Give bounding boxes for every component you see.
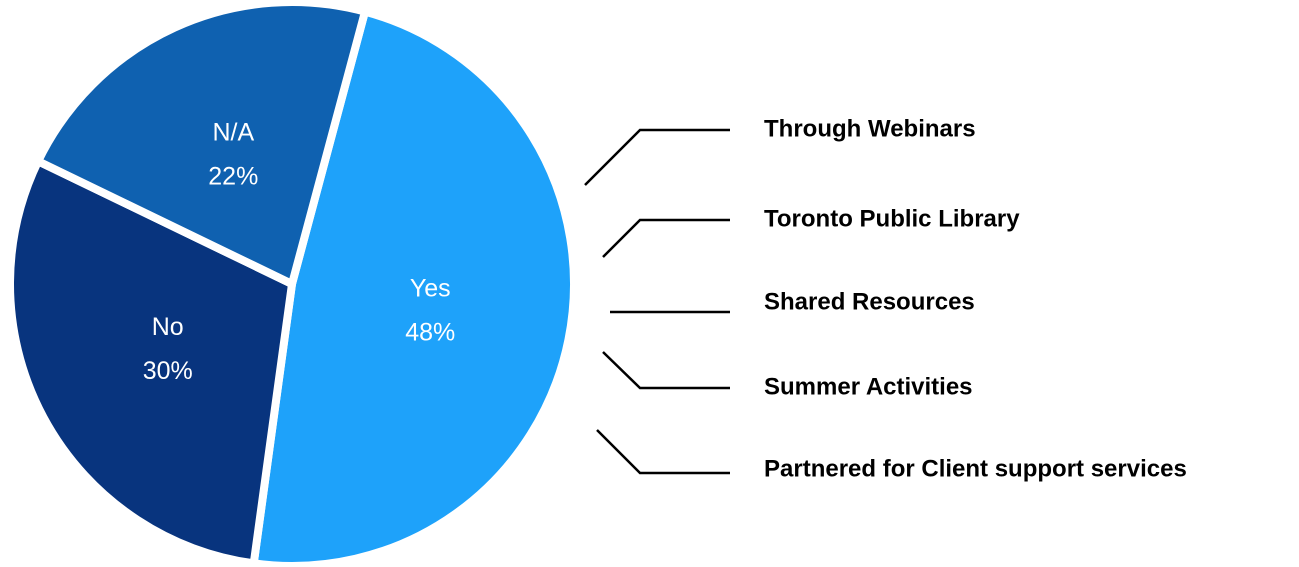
callout-line bbox=[584, 128, 730, 186]
slice-value: 48% bbox=[405, 318, 455, 346]
callout-line bbox=[596, 429, 730, 475]
slice-category: N/A bbox=[212, 118, 254, 146]
callout-line bbox=[602, 218, 730, 258]
annotation: Through Webinars bbox=[764, 115, 976, 142]
annotation: Shared Resources bbox=[764, 288, 975, 315]
annotation: Partnered for Client support services bbox=[764, 455, 1187, 482]
pie-slice bbox=[249, 7, 578, 567]
callout-line bbox=[602, 351, 730, 390]
slice-value: 22% bbox=[208, 162, 258, 190]
slice-category: Yes bbox=[410, 274, 451, 302]
annotation: Toronto Public Library bbox=[764, 205, 1020, 232]
slice-category: No bbox=[152, 313, 184, 341]
annotation: Summer Activities bbox=[764, 373, 973, 400]
pie-slice bbox=[34, 0, 369, 288]
callout-lines bbox=[584, 128, 730, 475]
slice-value: 30% bbox=[143, 357, 193, 385]
pie-slice bbox=[6, 157, 296, 567]
